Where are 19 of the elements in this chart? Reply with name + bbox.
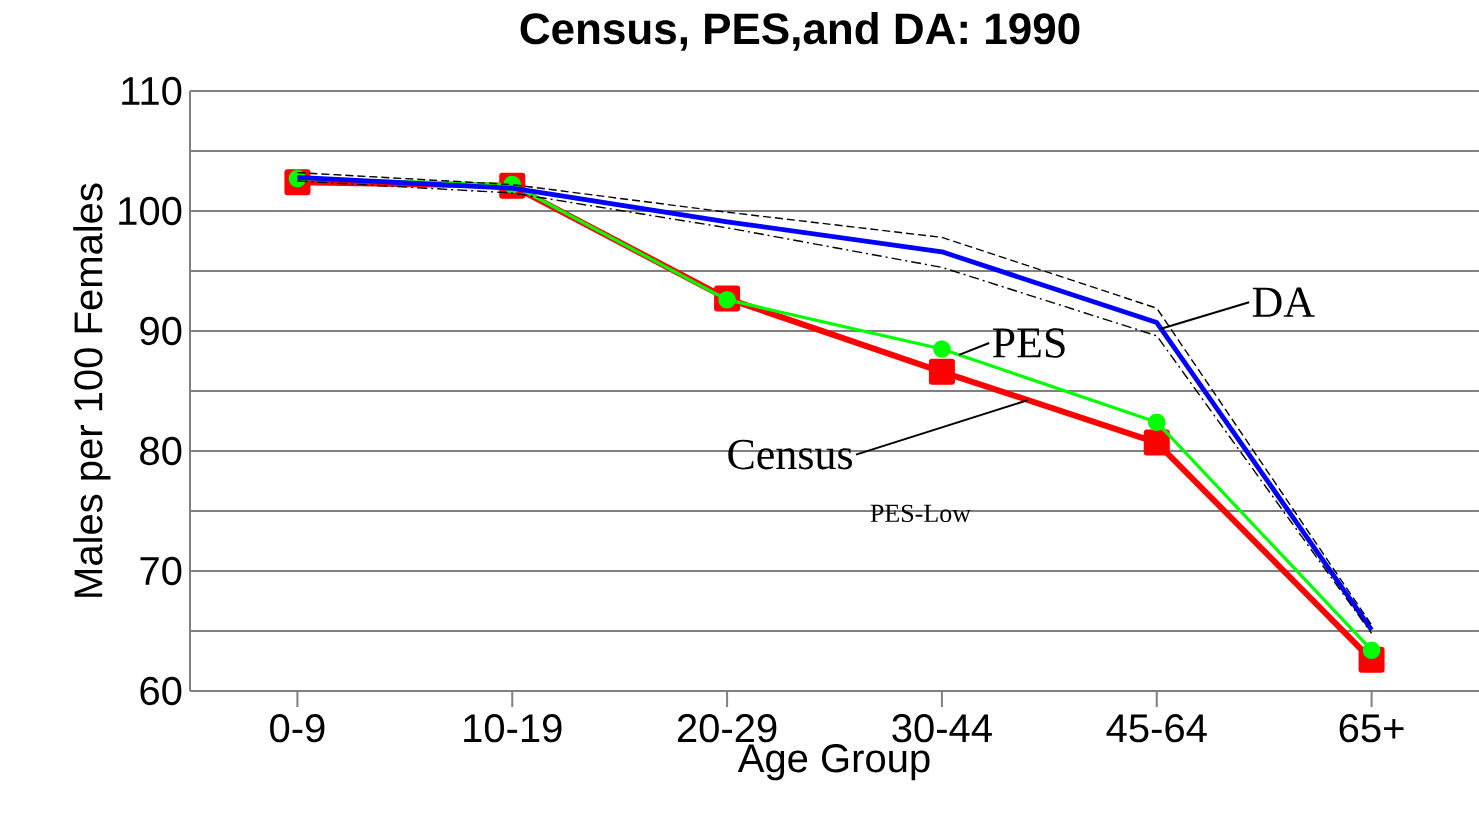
y-tick-label: 110 <box>122 76 182 106</box>
chart-title: Census, PES,and DA: 1990 <box>520 12 1080 51</box>
text: Census <box>728 439 852 470</box>
y-axis-title: Males per 100 Females <box>73 183 111 597</box>
x-axis-title: Age Group <box>737 744 930 781</box>
y-tick-label: 70 <box>140 556 182 586</box>
series-label: PES <box>992 328 1065 358</box>
annotation: PES-Low <box>870 504 971 523</box>
y-tick-label: 80 <box>140 436 182 466</box>
y-tick-label: 60 <box>140 676 182 706</box>
series-label: DA <box>1252 287 1315 317</box>
x-tick-label: 65+ <box>1339 714 1404 743</box>
x-tick-label: 0-9 <box>270 714 325 743</box>
y-tick-label: 100 <box>119 196 182 226</box>
x-tick-label: 10-19 <box>464 714 562 743</box>
y-tick-label: 90 <box>140 316 182 346</box>
x-tick-label: 30-44 <box>892 714 992 743</box>
x-tick-label: 45-64 <box>1106 714 1207 743</box>
x-tick-label: 20-29 <box>677 714 777 743</box>
